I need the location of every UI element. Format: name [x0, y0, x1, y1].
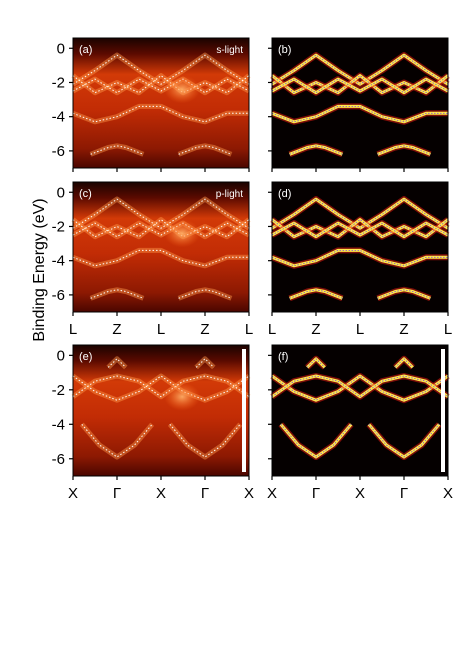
light-polarization-label: s-light	[216, 45, 243, 56]
band-glow	[71, 373, 251, 403]
band-calc-line	[271, 198, 449, 229]
x-tick-label: X	[244, 485, 254, 502]
panel-label: (d)	[278, 188, 291, 200]
y-tick-label: -6	[52, 143, 65, 160]
band-calc-line	[72, 249, 249, 267]
panel-background	[73, 182, 249, 312]
band-calc-line	[280, 424, 352, 458]
light-polarization-label: p-light	[216, 189, 243, 200]
band-calc-line	[377, 289, 431, 299]
intensity-hotspot	[164, 75, 201, 104]
panel-label: (b)	[278, 44, 291, 56]
color-scale-bar	[441, 349, 445, 472]
band-calc-line	[271, 54, 449, 85]
x-tick-label: Γ	[201, 485, 209, 502]
band-calc-line	[289, 145, 343, 155]
y-tick-label: 0	[57, 347, 65, 364]
band-calc-line	[72, 105, 249, 123]
band-calc-line	[72, 219, 250, 238]
band-calc-line	[271, 249, 448, 267]
band-curvature-line	[271, 218, 449, 239]
band-calc-line	[377, 145, 431, 155]
panel-background	[272, 182, 448, 312]
band-calc-line	[72, 75, 250, 94]
x-tick-label: Z	[200, 321, 209, 338]
y-tick-label: 0	[57, 40, 65, 57]
band-calc-line	[178, 289, 232, 299]
panel-label: (e)	[79, 351, 92, 363]
y-tick-label: -6	[52, 287, 65, 304]
band-calc-line	[271, 222, 449, 238]
x-tick-label: Z	[112, 321, 121, 338]
band-calc-line	[178, 145, 232, 155]
x-tick-label: L	[245, 321, 253, 338]
y-tick-label: -2	[52, 382, 65, 399]
panel-background	[73, 345, 249, 476]
band-calc-line	[72, 198, 250, 229]
panel-label: (a)	[79, 44, 92, 56]
band-calc-line	[271, 106, 448, 123]
band-calc-line	[169, 423, 241, 458]
band-calc-line	[368, 424, 440, 458]
x-tick-label: L	[444, 321, 452, 338]
band-calc-line	[195, 358, 215, 368]
x-tick-label: X	[267, 485, 277, 502]
y-tick-label: -6	[52, 451, 65, 468]
band-calc-line	[72, 222, 250, 238]
intensity-hotspot	[164, 382, 201, 411]
band-calc-line	[289, 289, 343, 299]
panel-d: (d) L Z L Z L	[268, 181, 452, 338]
band-curvature-line	[271, 374, 449, 402]
y-tick-label: -2	[52, 74, 65, 91]
y-axis-label: Binding Energy (eV)	[31, 198, 48, 341]
band-calc-line	[107, 358, 127, 368]
band-calc-line	[72, 54, 250, 85]
band-calc-line	[306, 358, 326, 368]
panel-background	[272, 38, 448, 168]
y-tick-label: -4	[52, 253, 65, 270]
band-calc-line	[394, 358, 414, 368]
panel-background	[73, 38, 249, 168]
y-tick-label: -4	[52, 416, 65, 433]
x-tick-label: Z	[311, 321, 320, 338]
band-calc-line	[72, 78, 250, 94]
band-calc-line	[90, 289, 144, 299]
intensity-hotspot	[164, 219, 201, 248]
panel-f: (f) X Γ X Γ X	[267, 344, 453, 502]
x-tick-label: X	[443, 485, 453, 502]
panel-b: (b)	[268, 37, 450, 172]
y-tick-label: -2	[52, 218, 65, 235]
panel-background	[272, 345, 448, 476]
x-tick-label: L	[268, 321, 276, 338]
x-tick-label: L	[157, 321, 165, 338]
x-tick-label: X	[68, 485, 78, 502]
x-tick-label: Γ	[312, 485, 320, 502]
x-tick-label: Z	[399, 321, 408, 338]
band-calc-line	[271, 78, 449, 94]
band-calc-line	[81, 423, 153, 458]
x-tick-label: X	[156, 485, 166, 502]
panel-a: (a) s-light 0 -2 -4 -6	[52, 37, 251, 172]
y-tick-label: -4	[52, 109, 65, 126]
panel-label: (f)	[278, 351, 288, 363]
band-curvature-line	[271, 74, 449, 95]
band-calc-line	[90, 145, 144, 155]
x-tick-label: Γ	[400, 485, 408, 502]
x-tick-label: L	[69, 321, 77, 338]
x-tick-label: Γ	[113, 485, 121, 502]
panel-label: (c)	[79, 188, 92, 200]
band-calc-line	[72, 375, 250, 398]
band-calc-line	[271, 375, 449, 398]
panel-e: (e)0-2-4-6X Γ X Γ X	[52, 344, 254, 502]
x-tick-label: L	[356, 321, 364, 338]
color-scale-bar	[242, 349, 246, 472]
x-tick-label: X	[355, 485, 365, 502]
y-tick-label: 0	[57, 184, 65, 201]
